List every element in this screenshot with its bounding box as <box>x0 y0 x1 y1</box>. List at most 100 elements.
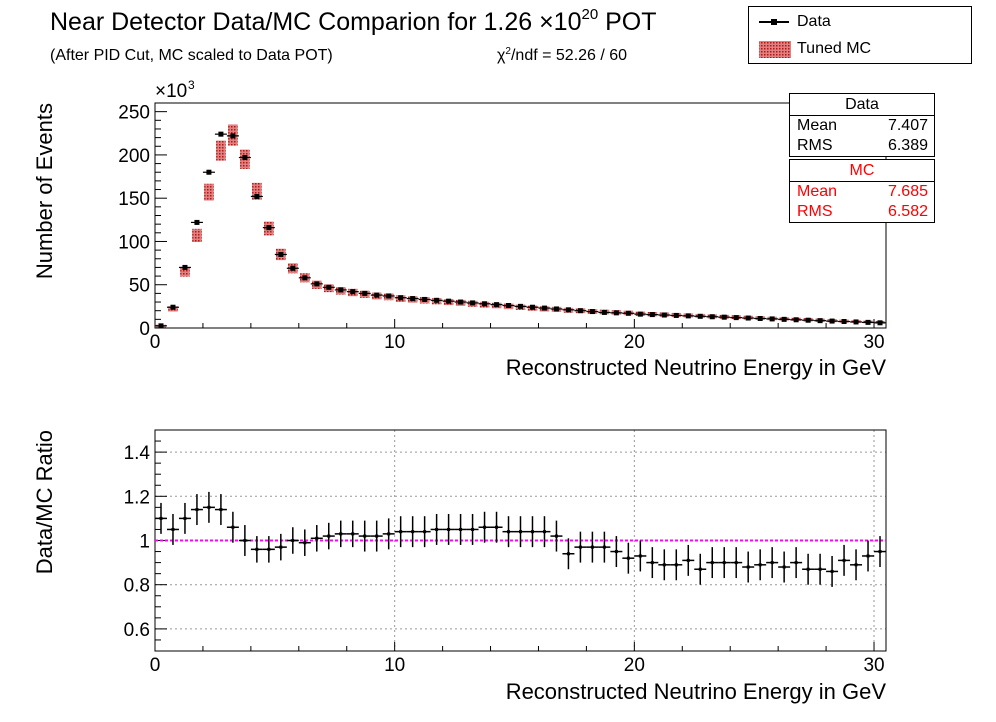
data-point-marker <box>158 323 164 329</box>
data-point-marker <box>374 292 380 298</box>
data-point-marker <box>398 295 404 301</box>
ratio-point-marker <box>411 530 415 534</box>
data-point-marker <box>506 303 512 308</box>
legend-data-marker-icon <box>759 19 789 25</box>
bottom-x-axis-label: Reconstructed Neutrino Energy in GeV <box>506 679 887 704</box>
data-point-marker <box>350 289 356 295</box>
top-y-tick-label: 250 <box>118 103 150 124</box>
legend-data-label: Data <box>797 13 831 30</box>
data-point-marker <box>781 316 787 322</box>
stats-data-mean-label: Mean <box>797 117 838 134</box>
chart-subtitle: (After PID Cut, MC scaled to Data POT) <box>50 47 333 64</box>
data-point-marker <box>865 319 871 325</box>
ratio-point-marker <box>542 530 546 534</box>
stats-mc-rms-value: 6.582 <box>887 203 928 220</box>
y-multiplier-exponent: 3 <box>188 78 195 92</box>
data-point-marker <box>422 296 428 302</box>
bottom-y-tick-label: 0.6 <box>124 620 150 641</box>
data-point-marker <box>805 317 811 323</box>
bottom-y-axis-label: Data/MC Ratio <box>32 430 57 574</box>
bottom-x-tick-label: 10 <box>384 655 405 676</box>
ratio-point-marker <box>602 545 606 549</box>
data-point-marker <box>877 320 883 326</box>
data-point-marker <box>242 155 248 161</box>
bottom-y-tick-label: 0.8 <box>124 576 150 597</box>
data-point-marker <box>829 318 835 324</box>
legend-mc-swatch-icon <box>759 41 791 58</box>
bottom-x-tick-label: 20 <box>624 655 645 676</box>
data-point-marker <box>625 310 631 316</box>
ratio-point-marker <box>650 561 654 565</box>
ratio-point-marker <box>554 534 558 538</box>
data-point-marker <box>853 319 859 325</box>
bottom-y-tick-label: 1.4 <box>124 443 151 464</box>
ratio-point-marker <box>231 525 235 529</box>
ratio-point-marker <box>698 567 702 571</box>
ratio-point-marker <box>315 536 319 540</box>
chart-title: Near Detector Data/MC Comparion for 1.26… <box>50 6 657 36</box>
data-point-marker <box>182 264 188 270</box>
legend-entry-mc: Tuned MC <box>749 36 971 62</box>
ratio-point-marker <box>674 563 678 567</box>
ratio-point-marker <box>722 561 726 565</box>
stats-data-header: Data <box>790 94 934 116</box>
data-point-marker <box>434 297 440 303</box>
ratio-point-marker <box>519 530 522 534</box>
ratio-point-marker <box>842 558 846 562</box>
data-point-marker <box>661 312 667 318</box>
data-point-marker <box>314 281 320 287</box>
data-point-marker <box>757 315 763 321</box>
ratio-point-marker <box>614 550 618 554</box>
ratio-point-marker <box>327 534 331 538</box>
data-point-marker <box>685 313 691 319</box>
legend-mc-label: Tuned MC <box>797 40 872 57</box>
data-point-marker <box>745 315 751 321</box>
ratio-point-marker <box>303 541 307 545</box>
data-point-marker <box>470 300 476 306</box>
bottom-y-tick-label: 1 <box>139 532 150 553</box>
data-point-marker <box>589 309 595 315</box>
data-point-marker <box>362 290 368 296</box>
ratio-point-marker <box>291 539 295 542</box>
ratio-point-marker <box>183 516 187 520</box>
stats-mc-mean-value: 7.685 <box>887 183 928 200</box>
ratio-point-marker <box>530 530 534 534</box>
bottom-x-tick-label: 30 <box>863 655 884 676</box>
data-point-marker <box>290 265 296 271</box>
ratio-point-marker <box>590 545 594 549</box>
ratio-point-marker <box>770 561 774 565</box>
data-point-marker <box>577 308 583 314</box>
top-y-axis-label: Number of Events <box>32 103 57 279</box>
stats-mc-rms-label: RMS <box>797 203 833 220</box>
legend: Data Tuned MC <box>748 6 972 64</box>
stats-data-mean-value: 7.407 <box>887 117 928 134</box>
ratio-point-marker <box>447 527 451 531</box>
ratio-point-marker <box>758 563 762 567</box>
data-point-marker <box>254 193 260 199</box>
stats-data-mean-row: Mean 7.407 <box>790 116 934 136</box>
ratio-point-marker <box>878 550 882 554</box>
data-point-marker <box>733 315 739 321</box>
ratio-point-marker <box>866 554 870 558</box>
data-point-marker <box>553 306 559 312</box>
ratio-point-marker <box>686 558 690 562</box>
ratio-point-marker <box>435 527 439 531</box>
data-point-marker <box>601 309 607 315</box>
data-point-marker <box>565 307 571 313</box>
bottom-x-tick-label: 0 <box>150 655 161 676</box>
top-x-tick-label: 20 <box>624 332 645 353</box>
ratio-point-marker <box>279 545 283 549</box>
data-point-marker <box>721 314 727 320</box>
ratio-point-marker <box>459 527 463 531</box>
ratio-point-marker <box>195 508 199 512</box>
ratio-point-marker <box>399 530 403 534</box>
data-point-marker <box>278 251 284 257</box>
ratio-point-marker <box>734 561 738 565</box>
data-point-marker <box>266 225 272 231</box>
ratio-point-marker <box>387 532 391 536</box>
data-point-marker <box>637 311 643 317</box>
data-point-marker <box>170 304 176 310</box>
stats-box-mc: MC Mean 7.685 RMS 6.582 <box>789 159 935 223</box>
ratio-point-marker <box>159 516 163 520</box>
legend-entry-data: Data <box>749 9 971 35</box>
